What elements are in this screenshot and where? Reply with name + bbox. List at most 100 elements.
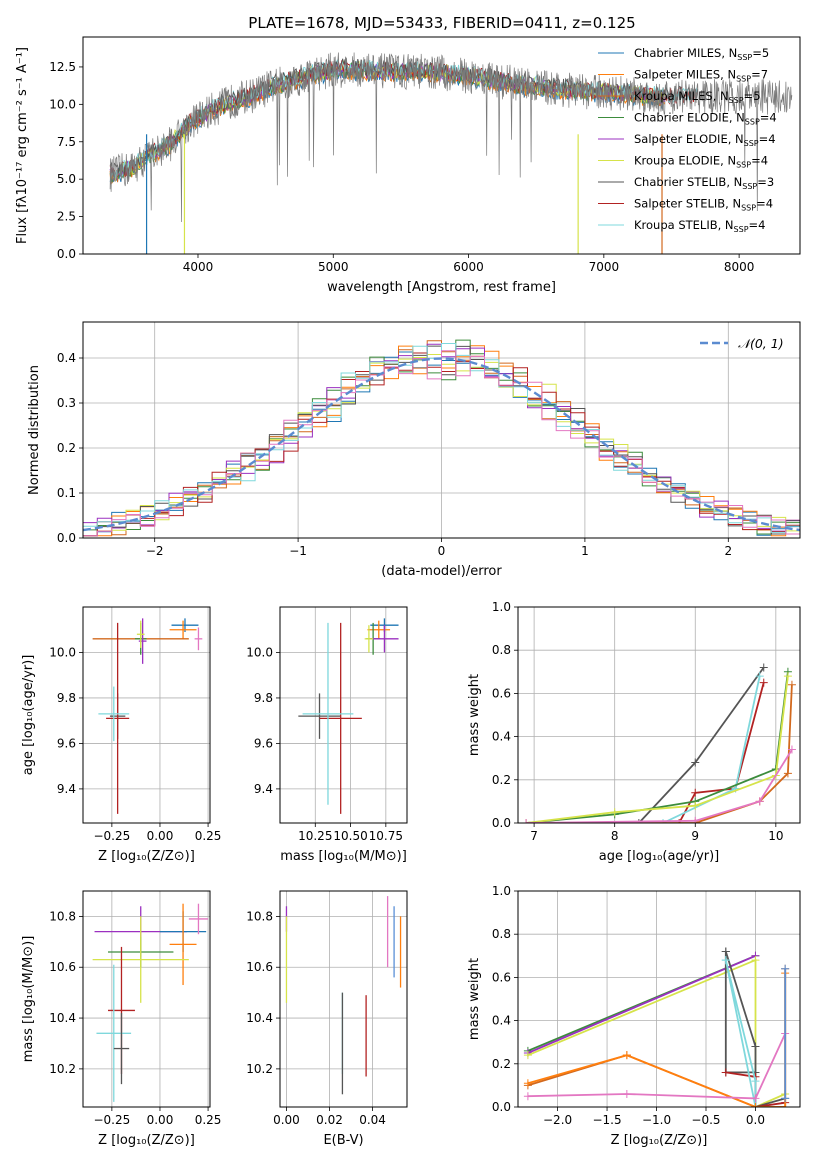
age_vs_mass-ytick-label: 10.0 — [246, 645, 273, 659]
mass_vs_EBV-frame — [279, 890, 408, 1108]
mass_weight_vs_Z-ytick-label: 0.2 — [492, 1057, 511, 1071]
mass_weight_vs_Z-xtick-label: −2.0 — [543, 1113, 572, 1127]
mass_weight_vs_Z-ytick-label: 0.6 — [492, 970, 511, 984]
mass-weight-marker — [610, 808, 619, 817]
mass_weight_vs_age-xtick-label: 8 — [611, 829, 619, 843]
mass_vs_Z-plot-area — [92, 903, 209, 1102]
figure-title: PLATE=1678, MJD=53433, FIBERID=0411, z=0… — [248, 14, 635, 32]
mass_weight_vs_Z-frame — [517, 890, 801, 1108]
mass_vs_EBV-axes: 0.00 0.02 0.04 10.2 10.4 10.6 10.8 E(B-V) — [246, 890, 408, 1148]
spectrum-xtick-label: 8000 — [724, 260, 755, 274]
residuals-ytick-label: 0.2 — [57, 441, 76, 455]
spectrum-plot-area — [109, 52, 793, 254]
age_vs_mass-frame — [279, 606, 408, 824]
mass-weight-line — [526, 749, 793, 823]
mass-weight-marker — [787, 680, 796, 689]
mass-weight-marker — [755, 672, 764, 681]
spectrum-xtick-label: 4000 — [183, 260, 214, 274]
spectrum-ytick-label: 2.5 — [57, 210, 76, 224]
mass-weight-marker — [781, 964, 790, 973]
spectrum-frame — [82, 36, 801, 255]
mass-weight-marker — [622, 1090, 631, 1099]
mass_vs_EBV-ytick-label: 10.6 — [246, 960, 273, 974]
mass-weight-marker — [781, 1103, 790, 1107]
mass-weight-line — [527, 958, 786, 1107]
legend-entry: Salpeter ELODIE, NSSP=4 — [634, 132, 776, 148]
mass-weight-marker — [781, 1094, 790, 1103]
mass_vs_Z-frame — [82, 890, 211, 1108]
mass-weight-line — [724, 959, 757, 1107]
age_vs_Z-ytick-label: 9.6 — [57, 736, 76, 750]
mass_weight_vs_Z-axes: −2.0 −1.5 −1.0 −0.5 0.0 0.0 0.2 0.4 0.6 0.8 1.0 Z [… — [467, 884, 801, 1148]
spectrum-ytick-label: 10.0 — [49, 97, 76, 111]
mass_weight_vs_Z-xtick-label: −1.5 — [592, 1113, 621, 1127]
legend-entry: Salpeter MILES, NSSP=7 — [634, 68, 768, 84]
age_vs_mass-ytick-label: 9.4 — [254, 782, 273, 796]
residuals-ytick-label: 0.1 — [57, 486, 76, 500]
mass_weight_vs_age-ytick-label: 1.0 — [492, 600, 511, 614]
mass_weight_vs_age-xtick-label: 9 — [691, 829, 699, 843]
age_vs_Z-axes: −0.25 0.00 0.25 9.4 9.6 9.8 10.0 Z [log₁₀(Z/Z⊙)… — [21, 606, 221, 864]
mass-weight-marker — [622, 1051, 631, 1060]
spectrum-axes: 4000 5000 6000 7000 8000 0.0 2.5 5.0 7.5 10.0 12.5… — [15, 36, 801, 295]
age_vs_Z-frame — [82, 606, 211, 824]
mass-weight-marker — [523, 1051, 532, 1060]
mass_vs_EBV-ytick-label: 10.4 — [246, 1011, 273, 1025]
mass_vs_Z-ylabel: mass [log₁₀(M/M⊙)] — [21, 936, 36, 1063]
residuals-xtick-label: −1 — [289, 544, 307, 558]
mass_vs_EBV-plot-area — [285, 896, 402, 1095]
mass_weight_vs_age-plot-area — [522, 663, 796, 823]
mass-weight-marker — [721, 956, 730, 965]
residuals-plot-area — [83, 339, 800, 537]
mass-weight-line — [527, 954, 756, 1054]
age_vs_Z-ytick-label: 9.4 — [57, 782, 76, 796]
residuals-xtick-label: 1 — [581, 544, 589, 558]
spectrum-xtick-label: 7000 — [589, 260, 620, 274]
mass_vs_EBV-xtick-label: 0.02 — [316, 1113, 343, 1127]
mass_vs_Z-axes: −0.25 0.00 0.25 10.2 10.4 10.6 10.8 Z [log₁₀(Z/… — [21, 890, 222, 1148]
age_vs_Z-ylabel: age [log₁₀(age/yr)] — [21, 655, 36, 776]
legend-entry: Salpeter STELIB, NSSP=4 — [634, 197, 773, 213]
mass-weight-marker — [523, 1092, 532, 1101]
gaussian-legend-label: 𝒩(0, 1) — [738, 336, 784, 351]
mass_vs_Z-xtick-label: 0.00 — [147, 1113, 174, 1127]
mass-weight-marker — [721, 947, 730, 956]
mass_weight_vs_age-ytick-label: 0.4 — [492, 730, 511, 744]
age_vs_Z-plot-area — [92, 618, 203, 814]
residuals-xtick-label: −2 — [146, 544, 164, 558]
mass_weight_vs_Z-ylabel: mass weight — [467, 958, 482, 1040]
mass_weight_vs_Z-xtick-label: −1.0 — [642, 1113, 671, 1127]
mass-weight-line — [527, 1033, 787, 1100]
age_vs_Z-xtick-label: −0.25 — [93, 829, 130, 843]
mass_weight_vs_age-ytick-label: 0.6 — [492, 686, 511, 700]
spectrum-ytick-label: 12.5 — [49, 60, 76, 74]
mass_vs_EBV-xtick-label: 0.04 — [359, 1113, 386, 1127]
age_vs_Z-xlabel: Z [log₁₀(Z/Z⊙)] — [98, 849, 195, 864]
mass-weight-marker — [691, 788, 700, 797]
age_vs_mass-xtick-label: 10.75 — [369, 829, 403, 843]
mass_weight_vs_age-xtick-label: 7 — [530, 829, 538, 843]
mass_weight_vs_age-ytick-label: 0.2 — [492, 773, 511, 787]
mass_weight_vs_age-xlabel: age [log₁₀(age/yr)] — [599, 849, 720, 864]
mass_weight_vs_Z-ytick-label: 0.4 — [492, 1014, 511, 1028]
mass-weight-marker — [751, 956, 760, 965]
mass_weight_vs_Z-ytick-label: 0.0 — [492, 1100, 511, 1114]
mass_weight_vs_Z-plot-area — [523, 947, 790, 1107]
mass_weight_vs_age-xtick-label: 10 — [768, 829, 783, 843]
legend-entry: Kroupa STELIB, NSSP=4 — [634, 218, 765, 234]
gaussian-curve — [83, 357, 800, 532]
age_vs_mass-plot-area — [298, 618, 399, 814]
mass-weight-marker — [691, 758, 700, 767]
mass-weight-marker — [751, 1094, 760, 1103]
mass_vs_EBV-xtick-label: 0.00 — [273, 1113, 300, 1127]
mass_vs_Z-ytick-label: 10.8 — [49, 909, 76, 923]
spectrum-xtick-label: 6000 — [453, 260, 484, 274]
residuals-ytick-label: 0.4 — [57, 351, 76, 365]
mass-weight-marker — [783, 672, 792, 681]
residuals-ytick-label: 0.0 — [57, 531, 76, 545]
residuals-xtick-label: 0 — [438, 544, 446, 558]
mass_vs_Z-xtick-label: 0.25 — [195, 1113, 222, 1127]
mass_weight_vs_Z-ytick-label: 0.8 — [492, 927, 511, 941]
spectrum-ytick-label: 5.0 — [57, 172, 76, 186]
